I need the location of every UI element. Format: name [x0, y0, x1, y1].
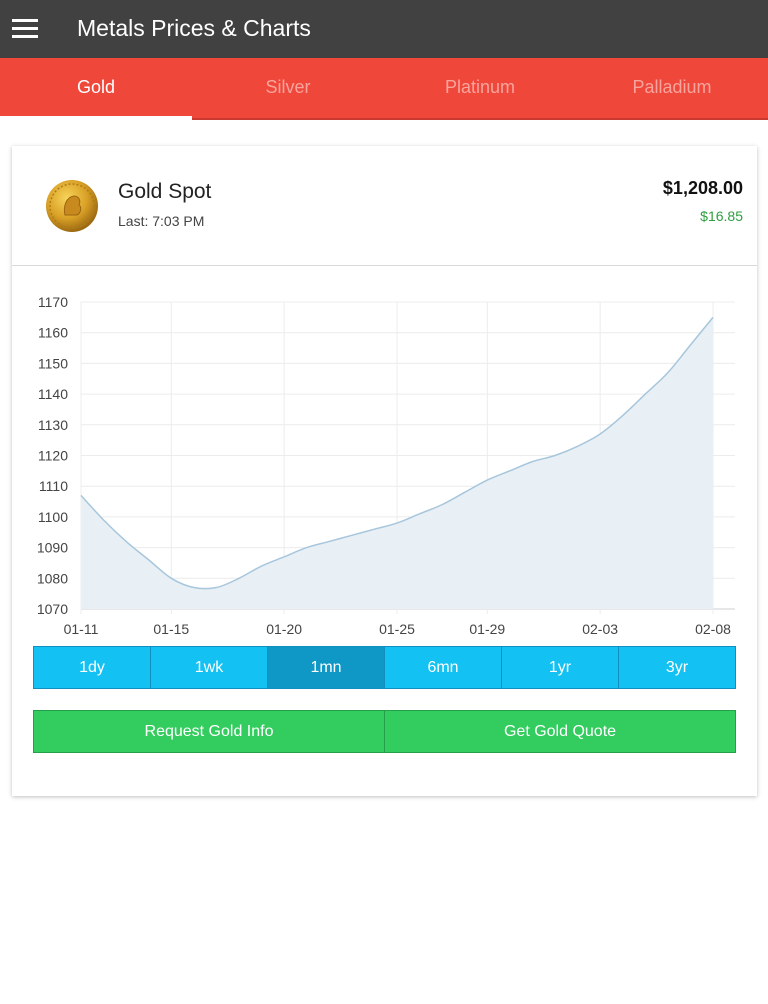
x-tick-label: 01-15	[153, 621, 189, 637]
x-axis-labels: 01-11 01-15 01-20 01-25 01-29 02-03 02-08	[64, 621, 732, 637]
range-1yr-button[interactable]: 1yr	[502, 647, 619, 688]
y-tick-label: 1140	[38, 386, 68, 402]
request-gold-info-button[interactable]: Request Gold Info	[34, 711, 385, 752]
x-tick-label: 01-29	[469, 621, 505, 637]
spot-change: $16.85	[700, 208, 743, 224]
chart-area	[81, 317, 713, 609]
x-tick-label: 01-20	[266, 621, 302, 637]
tab-gold[interactable]: Gold	[0, 58, 192, 120]
hamburger-menu-icon[interactable]	[12, 19, 40, 39]
y-tick-label: 1120	[38, 448, 68, 464]
x-tick-label: 02-08	[695, 621, 731, 637]
gold-coin-icon	[46, 180, 98, 232]
range-1wk-button[interactable]: 1wk	[151, 647, 268, 688]
tab-palladium[interactable]: Palladium	[576, 58, 768, 120]
metal-tabs: Gold Silver Platinum Palladium	[0, 58, 768, 120]
price-chart: 1070 1080 1090 1100 1110 1120 1130 1140 1150 1160…	[37, 294, 735, 637]
range-3yr-button[interactable]: 3yr	[619, 647, 735, 688]
y-tick-label: 1100	[38, 509, 68, 525]
range-selector: 1dy 1wk 1mn 6mn 1yr 3yr	[33, 646, 736, 689]
chart-line	[80, 316, 714, 590]
x-tick-label: 01-11	[64, 621, 99, 637]
y-tick-label: 1110	[39, 478, 68, 494]
action-buttons: Request Gold Info Get Gold Quote	[33, 710, 736, 753]
y-tick-label: 1070	[37, 601, 68, 617]
tab-platinum[interactable]: Platinum	[384, 58, 576, 120]
app-bar: Metals Prices & Charts	[0, 0, 768, 58]
y-tick-label: 1130	[38, 417, 68, 433]
x-tick-label: 02-03	[582, 621, 618, 637]
range-1dy-button[interactable]: 1dy	[34, 647, 151, 688]
app-title: Metals Prices & Charts	[77, 15, 311, 41]
x-tick-label: 01-25	[379, 621, 415, 637]
spot-name: Gold Spot	[118, 180, 212, 203]
y-tick-label: 1090	[37, 540, 68, 556]
spot-price: $1,208.00	[662, 178, 743, 198]
spot-last-updated: Last: 7:03 PM	[118, 213, 205, 229]
y-axis-labels: 1070 1080 1090 1100 1110 1120 1130 1140 1150 1160…	[37, 294, 68, 617]
range-6mn-button[interactable]: 6mn	[385, 647, 502, 688]
y-tick-label: 1150	[38, 355, 68, 371]
get-gold-quote-button[interactable]: Get Gold Quote	[385, 711, 735, 752]
y-tick-label: 1080	[37, 570, 68, 586]
spot-header: Gold Spot Last: 7:03 PM $1,208.00 $16.85	[12, 146, 757, 266]
range-1mn-button[interactable]: 1mn	[268, 647, 385, 688]
y-tick-label: 1160	[38, 325, 68, 341]
y-tick-label: 1170	[38, 294, 68, 310]
tab-silver[interactable]: Silver	[192, 58, 384, 120]
